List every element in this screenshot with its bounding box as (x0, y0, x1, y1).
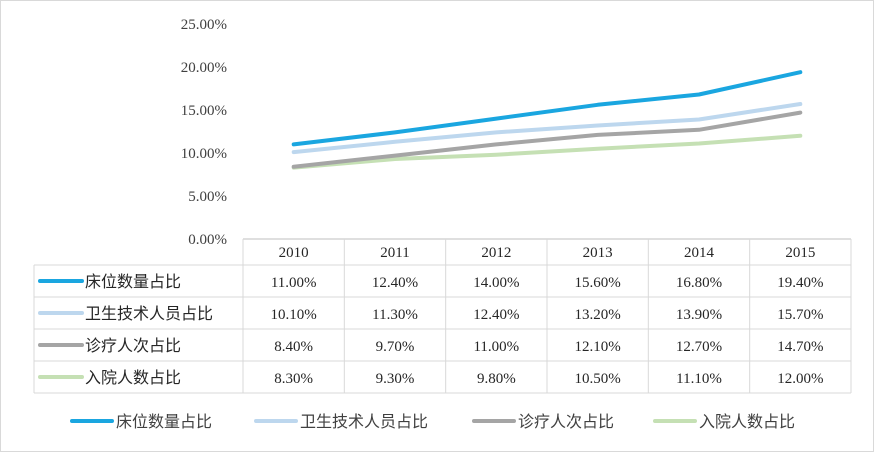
y-tick-label: 25.00% (181, 17, 227, 33)
table-data-label: 13.20% (575, 307, 621, 323)
series-lines (291, 70, 803, 170)
y-tick-label: 0.00% (188, 232, 227, 248)
table-data-label: 12.10% (575, 339, 621, 355)
table-data-label: 8.30% (274, 371, 313, 387)
data-table: 2010 2011 2012 2013 2014 2015 床位数量占比 11.00% 12.4… (33, 238, 852, 394)
table-data-label: 19.40% (777, 275, 823, 291)
x-category-label: 2015 (785, 245, 815, 261)
legend-item: 入院人数占比 (653, 412, 795, 431)
table-data-label: 9.70% (376, 339, 415, 355)
table-data-label: 11.00% (473, 339, 519, 355)
y-tick-label: 15.00% (181, 103, 227, 119)
table-data-label: 13.90% (676, 307, 722, 323)
legend-item: 卫生技术人员占比 (254, 412, 428, 431)
table-data-label: 12.70% (676, 339, 722, 355)
x-category-label: 2012 (481, 245, 511, 261)
table-series-name: 诊疗人次占比 (85, 336, 181, 355)
table-data-label: 14.00% (473, 275, 519, 291)
x-category-label: 2011 (380, 245, 409, 261)
legend-label: 诊疗人次占比 (518, 412, 614, 431)
table-data-label: 8.40% (274, 339, 313, 355)
series-line (291, 102, 803, 155)
table-data-label: 9.80% (477, 371, 516, 387)
table-series-name: 床位数量占比 (85, 272, 181, 291)
y-tick-label: 20.00% (181, 60, 227, 76)
x-category-label: 2013 (583, 245, 613, 261)
table-series-name: 卫生技术人员占比 (85, 304, 213, 323)
y-tick-label: 10.00% (181, 146, 227, 162)
table-data-label: 11.10% (676, 371, 722, 387)
table-data-label: 15.70% (777, 307, 823, 323)
y-tick-label: 5.00% (188, 189, 227, 205)
table-data-label: 11.00% (271, 275, 317, 291)
table-data-label: 15.60% (575, 275, 621, 291)
y-axis: 0.00% 5.00% 10.00% 15.00% 20.00% 25.00% (181, 17, 227, 248)
table-data-label: 12.40% (473, 307, 519, 323)
legend: 床位数量占比 卫生技术人员占比 诊疗人次占比 入院人数占比 (70, 412, 795, 431)
table-data-label: 16.80% (676, 275, 722, 291)
x-category-label: 2014 (684, 245, 715, 261)
series-line (291, 133, 803, 170)
table-data-label: 9.30% (376, 371, 415, 387)
x-category-label: 2010 (279, 245, 309, 261)
series-line (291, 70, 803, 147)
series-line (291, 110, 803, 169)
table-data-label: 10.10% (271, 307, 317, 323)
legend-label: 入院人数占比 (699, 412, 795, 431)
table-data-label: 12.40% (372, 275, 418, 291)
legend-item: 床位数量占比 (70, 412, 212, 431)
table-data-label: 10.50% (575, 371, 621, 387)
legend-label: 卫生技术人员占比 (300, 412, 428, 431)
table-data-label: 12.00% (777, 371, 823, 387)
table-data-label: 11.30% (372, 307, 418, 323)
legend-label: 床位数量占比 (116, 412, 212, 431)
table-series-name: 入院人数占比 (85, 368, 181, 387)
table-data-label: 14.70% (777, 339, 823, 355)
legend-item: 诊疗人次占比 (472, 412, 614, 431)
